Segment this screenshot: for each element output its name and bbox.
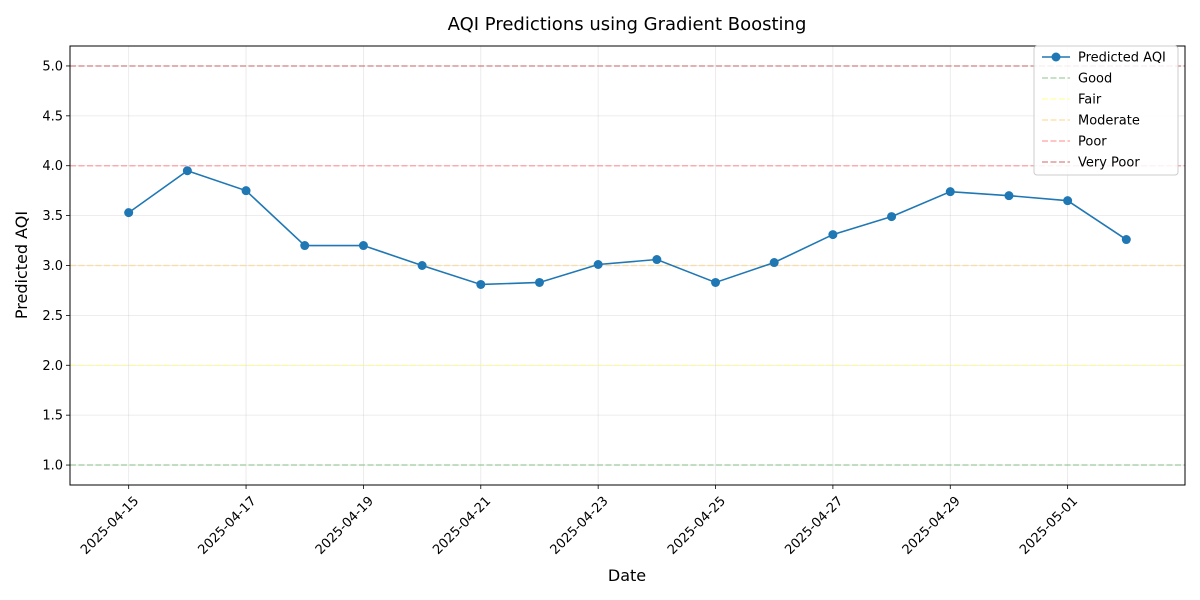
data-point: [945, 187, 955, 197]
data-point: [887, 212, 897, 222]
y-tick-label: 1.0: [42, 459, 63, 474]
x-tick-label: 2025-04-19: [313, 494, 377, 558]
legend-label: Fair: [1078, 93, 1102, 108]
series: [124, 166, 1131, 289]
y-tick-label: 3.0: [42, 259, 63, 274]
data-point: [300, 241, 310, 251]
data-point: [124, 208, 134, 218]
data-point: [828, 230, 838, 240]
x-tick-label: 2025-04-23: [548, 494, 612, 558]
y-tick-label: 3.5: [42, 209, 63, 224]
data-point: [417, 261, 427, 270]
chart-title: AQI Predictions using Gradient Boosting: [448, 14, 807, 35]
x-tick-label: 2025-04-29: [900, 494, 964, 558]
y-tick-label: 4.5: [42, 109, 63, 124]
data-point: [711, 277, 721, 287]
legend-label: Good: [1078, 72, 1112, 87]
x-tick-label: 2025-04-21: [430, 494, 494, 558]
legend-label: Moderate: [1078, 114, 1140, 129]
y-tick-label: 1.5: [42, 409, 63, 424]
x-axis-title: Date: [608, 566, 646, 585]
reference-lines: [70, 65, 1185, 466]
x-tick-label: 2025-04-15: [78, 494, 142, 558]
data-point: [534, 277, 544, 287]
y-tick-label: 2.0: [42, 359, 63, 374]
series-line: [128, 169, 1127, 286]
y-tick-label: 4.0: [42, 159, 63, 174]
x-tick-label: 2025-05-01: [1017, 494, 1081, 558]
x-tick-label: 2025-04-17: [195, 494, 259, 558]
y-tick-label: 5.0: [42, 59, 63, 74]
data-point: [358, 241, 368, 251]
y-axis-ticks: 1.0 1.5 2.0 2.5 3.0 3.5 4.0 4.5 5.0: [42, 59, 70, 474]
legend: Predicted AQI Good Fair Moderate Poor Very Po…: [1033, 45, 1179, 176]
data-point: [1121, 235, 1131, 245]
data-point: [1004, 191, 1014, 201]
x-axis-ticks: 2025-04-15 2025-04-17 2025-04-19 2025-04-21…: [78, 485, 1081, 558]
data-point: [182, 166, 192, 176]
legend-series-marker: [1051, 52, 1061, 62]
data-point: [593, 260, 603, 270]
legend-label: Predicted AQI: [1078, 51, 1166, 66]
data-point: [241, 186, 251, 196]
data-point: [652, 255, 662, 265]
legend-label: Very Poor: [1078, 156, 1140, 171]
x-tick-label: 2025-04-25: [665, 494, 729, 558]
data-point: [1063, 196, 1073, 206]
y-tick-label: 2.5: [42, 309, 63, 324]
legend-label: Poor: [1078, 135, 1107, 150]
data-point: [769, 258, 779, 268]
y-axis-title: Predicted AQI: [12, 211, 31, 319]
data-point: [476, 279, 486, 289]
x-tick-label: 2025-04-27: [782, 494, 846, 558]
